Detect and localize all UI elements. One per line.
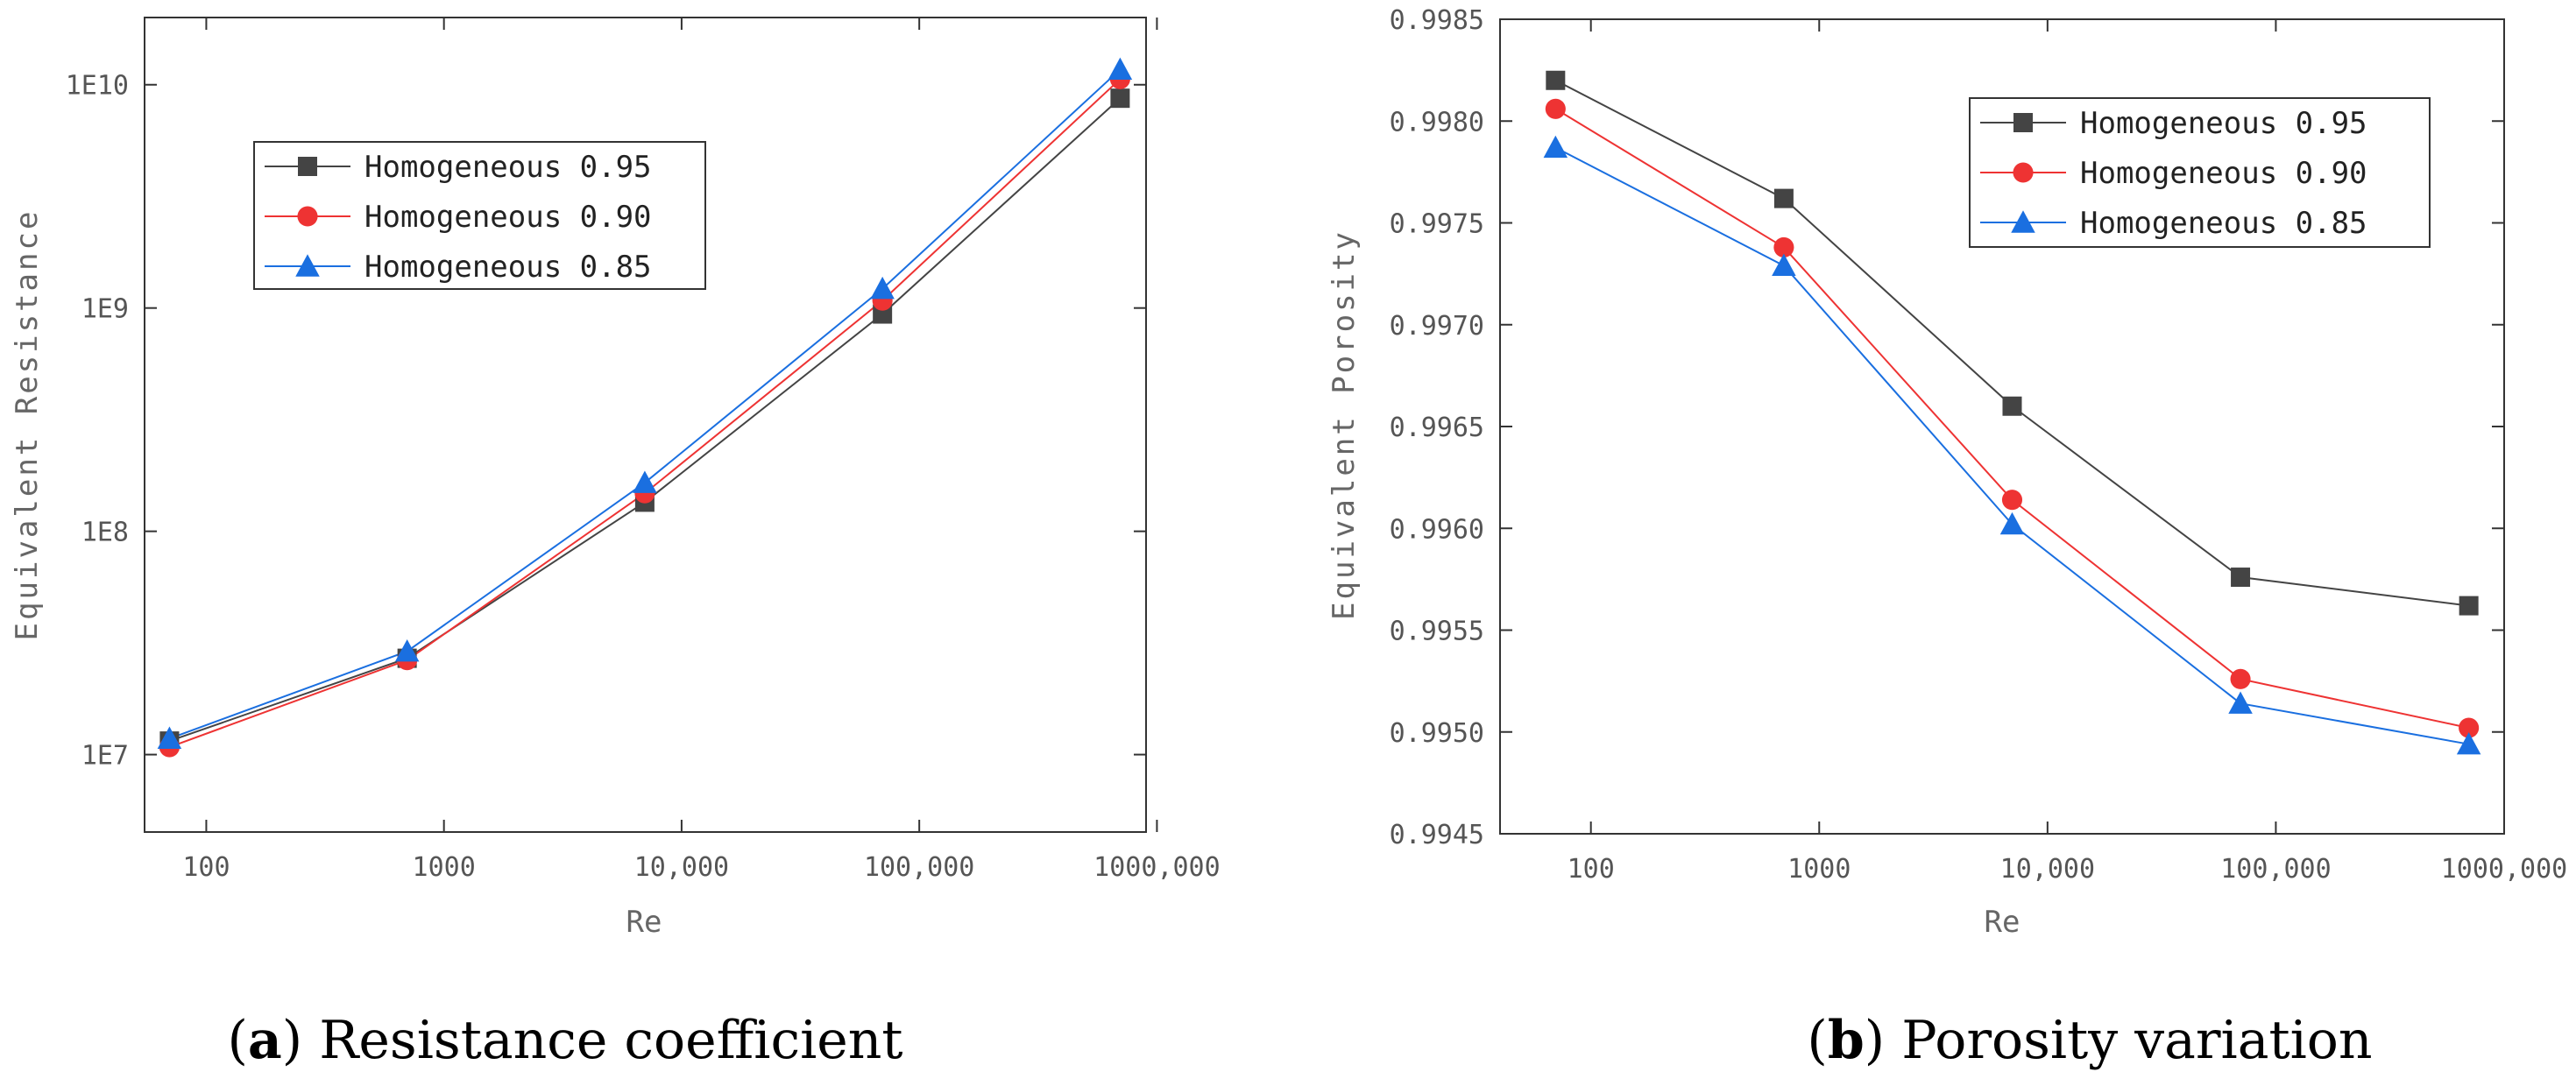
y-tick-label: 0.9960 xyxy=(1390,514,1484,545)
data-point xyxy=(394,638,420,662)
data-point xyxy=(2459,596,2479,616)
data-point xyxy=(2230,668,2251,689)
data-point xyxy=(1108,57,1133,81)
legend-marker xyxy=(295,254,320,277)
data-point xyxy=(2001,490,2023,511)
data-point xyxy=(1772,253,1796,277)
x-tick-label: 100,000 xyxy=(864,852,974,883)
y-tick-label: 1E7 xyxy=(81,741,129,772)
data-point xyxy=(1773,236,1794,257)
x-tick-label: 10,000 xyxy=(634,852,729,883)
data-point xyxy=(157,726,182,749)
legend-marker xyxy=(297,206,318,227)
y-tick-label: 1E10 xyxy=(66,71,129,102)
data-point xyxy=(1546,70,1566,90)
y-tick-label: 1E8 xyxy=(81,518,129,548)
caption-a-label: a xyxy=(248,1010,282,1071)
data-point xyxy=(633,470,657,493)
caption-b-label: b xyxy=(1828,1010,1865,1071)
data-point xyxy=(2456,731,2481,755)
legend-marker xyxy=(2011,210,2035,233)
x-axis-title-a: Re xyxy=(626,905,662,940)
legend-label: Homogeneous 0.85 xyxy=(364,250,652,285)
data-point xyxy=(1543,135,1568,159)
x-tick-label: 100,000 xyxy=(2220,854,2331,885)
x-tick-label: 1000,000 xyxy=(2441,854,2568,885)
y-tick-label: 0.9950 xyxy=(1390,718,1484,749)
data-point xyxy=(2002,396,2022,416)
y-tick-label: 0.9965 xyxy=(1390,413,1484,443)
y-tick-label: 0.9955 xyxy=(1390,617,1484,647)
x-tick-label: 1000 xyxy=(1787,854,1851,885)
data-point xyxy=(1545,98,1566,119)
y-tick-label: 0.9975 xyxy=(1390,209,1484,240)
data-point xyxy=(2228,691,2253,714)
panel-b: 0.9945 0.9950 0.9955 0.9960 0.9965 0.9970 0.99… xyxy=(1327,5,2567,1071)
x-axis-title-b: Re xyxy=(1985,905,2020,940)
y-tick-label: 0.9980 xyxy=(1390,107,1484,138)
legend-b: Homogeneous 0.95 Homogeneous 0.90 Homogene… xyxy=(1969,97,2431,248)
y-tick-label: 1E9 xyxy=(81,294,129,325)
legend-label: Homogeneous 0.95 xyxy=(364,150,652,185)
data-point xyxy=(1773,188,1794,208)
y-tick-label: 0.9985 xyxy=(1390,5,1484,36)
legend-marker xyxy=(2013,162,2034,183)
legend-label: Homogeneous 0.85 xyxy=(2080,206,2367,241)
data-point xyxy=(1110,88,1130,109)
y-tick-label: 0.9970 xyxy=(1390,311,1484,342)
legend-label: Homogeneous 0.90 xyxy=(364,200,652,235)
caption-a: (a) Resistance coefficient xyxy=(227,1010,902,1071)
y-axis-title-b: Equivalent Porosity xyxy=(1327,229,1362,620)
data-point xyxy=(870,276,895,300)
x-tick-label: 100 xyxy=(1568,854,1615,885)
y-axis-title-a: Equivalent Resistance xyxy=(10,209,45,641)
panel-a: 1E7 1E8 1E9 1E10 100 1000 10,000 100,000 1000,0… xyxy=(10,17,1221,1071)
y-tick-label: 0.9945 xyxy=(1390,820,1484,850)
caption-b: (b) Porosity variation xyxy=(1807,1010,2372,1071)
legend-a: Homogeneous 0.95 Homogeneous 0.90 Homogene… xyxy=(253,141,706,290)
legend-label: Homogeneous 0.95 xyxy=(2080,106,2367,141)
legend-marker xyxy=(298,157,317,176)
x-tick-label: 1000,000 xyxy=(1093,852,1221,883)
x-tick-label: 100 xyxy=(182,852,230,883)
x-tick-label: 10,000 xyxy=(2000,854,2095,885)
data-point xyxy=(1999,511,2025,535)
legend-marker xyxy=(2013,113,2033,132)
data-point xyxy=(2459,717,2480,738)
legend-label: Homogeneous 0.90 xyxy=(2080,156,2367,191)
plot-frame-a xyxy=(144,17,1147,833)
data-point xyxy=(2231,568,2251,588)
caption-b-text: Porosity variation xyxy=(1901,1010,2372,1071)
x-tick-label: 1000 xyxy=(413,852,476,883)
caption-a-text: Resistance coefficient xyxy=(319,1010,902,1071)
